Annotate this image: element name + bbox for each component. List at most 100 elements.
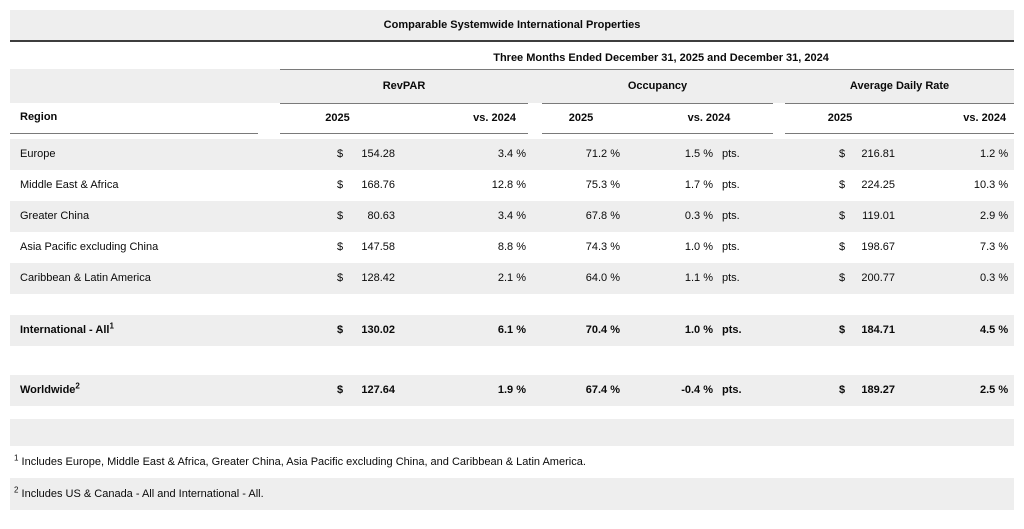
dollar-sign: $ [837, 375, 855, 406]
dollar-sign: $ [839, 241, 846, 253]
occupancy-change: 1.7 % [684, 179, 713, 191]
revpar-value: 130.02 [353, 315, 395, 346]
col-header-adr-vs-2024: vs. 2024 [895, 103, 1015, 134]
col-header-adr-2025: 2025 [785, 103, 895, 134]
pts-label: pts. [713, 139, 773, 170]
revpar-change: 2.1 % [395, 263, 528, 294]
col-header-region: Region [10, 103, 258, 134]
adr-change: 1.2 % [895, 139, 1015, 170]
adr-change: 2.9 % [895, 201, 1015, 232]
revpar-value: 147.58 [361, 241, 395, 253]
col-header-occupancy-vs-2024: vs. 2024 [620, 103, 773, 134]
adr-value: 224.25 [861, 179, 895, 191]
table-row-asia-pacific: Asia Pacific excluding China $ 147.58 8.… [10, 232, 1014, 263]
col-header-revpar-vs-2024: vs. 2024 [395, 103, 528, 134]
dollar-sign: $ [337, 179, 344, 191]
occupancy-change: 1.5 % [620, 139, 713, 170]
dollar-sign: $ [335, 139, 353, 170]
occupancy-change: 1.0 % [620, 315, 713, 346]
footnote-1: 1 Includes Europe, Middle East & Africa,… [10, 446, 1014, 478]
group-header-adr: Average Daily Rate [785, 68, 1015, 104]
adr-change: 10.3 % [973, 179, 1009, 191]
occupancy-value: 70.4 % [542, 315, 620, 346]
occupancy-value: 67.8 % [542, 201, 620, 232]
international-properties-table: Comparable Systemwide International Prop… [10, 10, 1015, 510]
adr-change: 4.5 % [895, 315, 1015, 346]
revpar-change: 3.4 % [395, 201, 528, 232]
table-row-greater-china: Greater China $ 80.63 3.4 % 67.8 % 0.3 %… [10, 201, 1015, 232]
region-label: Worldwide [20, 384, 76, 396]
footnote-marker: 2 [14, 484, 19, 494]
table-row-worldwide: Worldwide2 $ 127.64 1.9 % 67.4 % -0.4 % … [10, 375, 1015, 406]
revpar-change: 6.1 % [395, 315, 528, 346]
footnote-marker: 1 [109, 321, 114, 331]
pts-label: pts. [713, 201, 773, 232]
period-subtitle: Three Months Ended December 31, 2025 and… [493, 51, 829, 64]
dollar-sign: $ [335, 263, 353, 294]
occupancy-change: -0.4 % [620, 375, 713, 406]
col-header-revpar-2025: 2025 [280, 103, 395, 134]
revpar-value: 80.63 [353, 201, 395, 232]
separator-band [10, 419, 1015, 446]
occupancy-value: 71.2 % [542, 139, 620, 170]
footnote-marker: 2 [75, 381, 80, 391]
revpar-value: 128.42 [353, 263, 395, 294]
pts-label: pts. [713, 263, 773, 294]
pts-label: pts. [722, 241, 740, 253]
revpar-change: 8.8 % [497, 241, 526, 253]
adr-change: 2.5 % [895, 375, 1015, 406]
adr-change: 0.3 % [895, 263, 1015, 294]
adr-change: 7.3 % [979, 241, 1009, 253]
region-cell: Europe [10, 139, 280, 170]
table-title: Comparable Systemwide International Prop… [10, 10, 1015, 42]
adr-value: 198.67 [861, 241, 895, 253]
pts-label: pts. [713, 375, 773, 406]
revpar-change: 12.8 % [491, 179, 526, 191]
revpar-value: 127.64 [353, 375, 395, 406]
period-row: Three Months Ended December 31, 2025 and… [10, 41, 1014, 69]
adr-value: 184.71 [855, 315, 895, 346]
dollar-sign: $ [839, 179, 846, 191]
group-header-occupancy: Occupancy [542, 68, 773, 104]
footnote-2: 2 Includes US & Canada - All and Interna… [10, 478, 1015, 510]
occupancy-value: 74.3 % [585, 241, 620, 253]
region-cell: International - All1 [10, 315, 280, 346]
revpar-change: 3.4 % [395, 139, 528, 170]
occupancy-value: 64.0 % [542, 263, 620, 294]
adr-value: 200.77 [855, 263, 895, 294]
group-header-row: RevPAR Occupancy Average Daily Rate [10, 68, 1015, 104]
column-header-row: Region 2025 vs. 2024 2025 vs. 2024 2025 … [10, 103, 1015, 134]
region-cell: Caribbean & Latin America [10, 263, 280, 294]
col-header-occupancy-2025: 2025 [542, 103, 620, 134]
table-row-europe: Europe $ 154.28 3.4 % 71.2 % 1.5 % pts. … [10, 139, 1015, 170]
table-title-row: Comparable Systemwide International Prop… [10, 10, 1015, 42]
revpar-value: 154.28 [353, 139, 395, 170]
region-cell: Middle East & Africa [20, 179, 119, 191]
revpar-change: 1.9 % [395, 375, 528, 406]
region-cell: Greater China [10, 201, 280, 232]
footnote-marker: 1 [14, 452, 19, 462]
dollar-sign: $ [335, 315, 353, 346]
region-label: International - All [20, 324, 110, 336]
occupancy-change: 0.3 % [620, 201, 713, 232]
dollar-sign: $ [837, 315, 855, 346]
dollar-sign: $ [837, 201, 855, 232]
region-cell: Asia Pacific excluding China [20, 241, 159, 253]
occupancy-change: 1.0 % [684, 241, 713, 253]
table-row-international-all: International - All1 $ 130.02 6.1 % 70.4… [10, 315, 1015, 346]
dollar-sign: $ [337, 241, 344, 253]
dollar-sign: $ [335, 375, 353, 406]
revpar-value: 168.76 [361, 179, 395, 191]
footnote-text: Includes Europe, Middle East & Africa, G… [21, 455, 586, 468]
adr-value: 119.01 [855, 201, 895, 232]
dollar-sign: $ [837, 139, 855, 170]
dollar-sign: $ [335, 201, 353, 232]
adr-value: 216.81 [855, 139, 895, 170]
adr-value: 189.27 [855, 375, 895, 406]
dollar-sign: $ [837, 263, 855, 294]
footnote-text: Includes US & Canada - All and Internati… [21, 487, 264, 500]
group-header-revpar: RevPAR [280, 68, 528, 104]
table-row-middle-east-africa: Middle East & Africa $ 168.76 12.8 % 75.… [10, 170, 1014, 201]
occupancy-value: 67.4 % [542, 375, 620, 406]
region-cell: Worldwide2 [10, 375, 280, 406]
